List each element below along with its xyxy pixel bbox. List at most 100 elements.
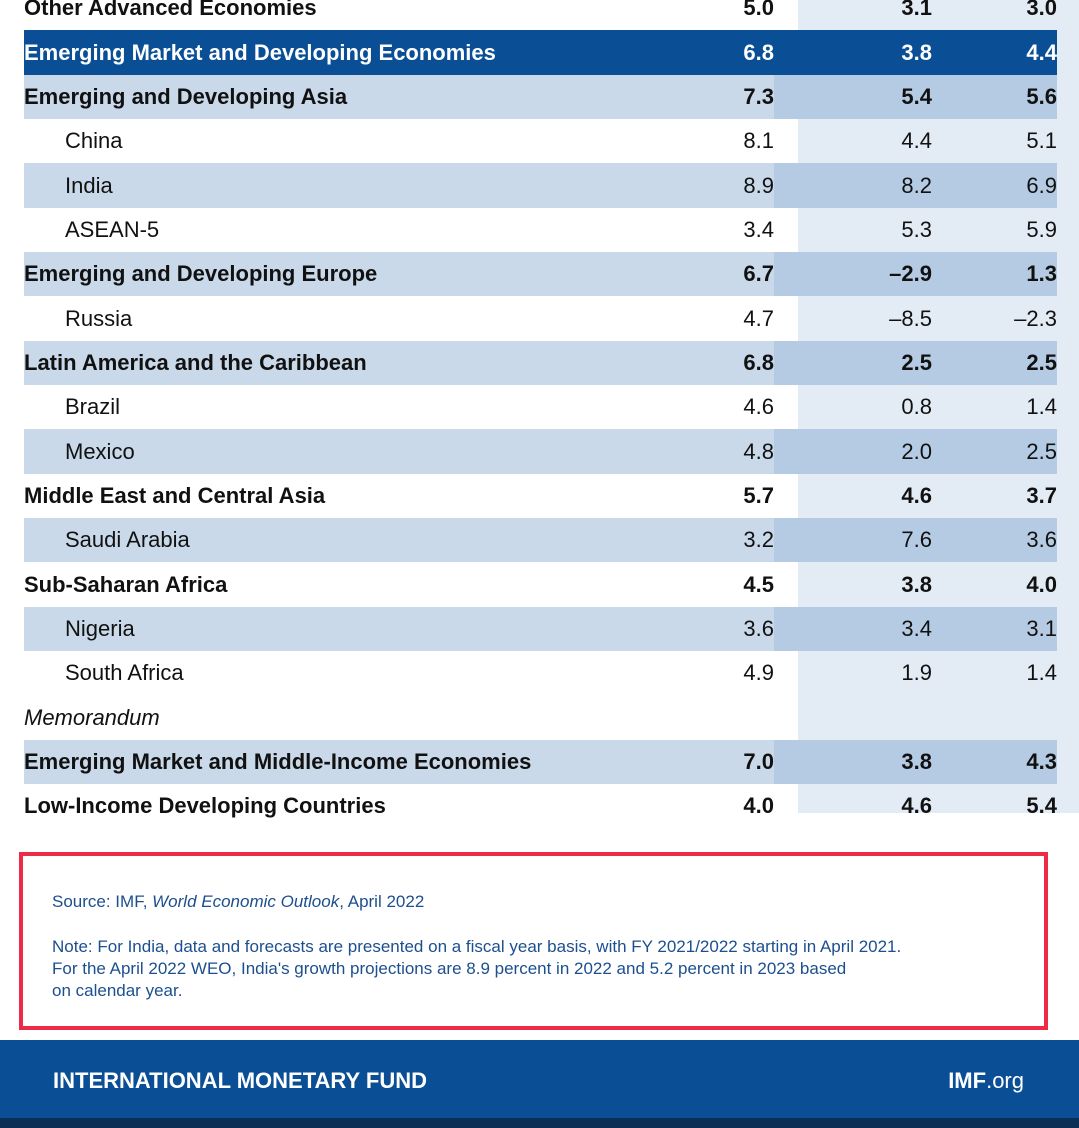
table-row: Emerging Market and Middle-Income Econom… — [24, 739, 1057, 785]
value-cell: 1.4 — [1026, 394, 1057, 420]
row-label: Sub-Saharan Africa — [24, 571, 228, 597]
row-label: Nigeria — [24, 606, 650, 652]
table-row: Middle East and Central Asia 5.7 4.6 3.7 — [24, 474, 1057, 518]
row-label: Emerging and Developing Europe — [24, 252, 650, 297]
value-cell: 3.0 — [1026, 0, 1057, 21]
value-cell: 1.9 — [901, 660, 932, 686]
value-cell: 7.6 — [774, 518, 932, 563]
value-cell: 8.9 — [650, 163, 774, 208]
value-cell: 5.4 — [1026, 793, 1057, 819]
value-cell: 3.1 — [901, 0, 932, 21]
organization-name: INTERNATIONAL MONETARY FUND — [53, 1068, 427, 1093]
row-label: Latin America and the Caribbean — [24, 340, 650, 386]
value-cell: 5.3 — [901, 216, 932, 242]
table-row: Low-Income Developing Countries 4.0 4.6 … — [24, 784, 1057, 828]
row-label: Memorandum — [24, 704, 160, 730]
value-cell: 6.9 — [932, 163, 1057, 208]
value-cell: 2.0 — [774, 429, 932, 474]
value-cell: 5.6 — [932, 74, 1057, 120]
value-cell: 4.0 — [743, 793, 774, 819]
source-line: Source: IMF, World Economic Outlook, Apr… — [52, 892, 424, 912]
forecast-columns-background — [798, 0, 1079, 813]
row-label: Saudi Arabia — [24, 518, 650, 563]
table-row: Emerging and Developing Asia 7.3 5.4 5.6 — [24, 74, 1057, 120]
website-domain-bold: IMF — [948, 1068, 987, 1093]
value-cell: 6.7 — [650, 252, 774, 297]
row-label: Other Advanced Economies — [24, 0, 317, 21]
source-publication-title: World Economic Outlook — [152, 892, 340, 911]
value-cell: 4.6 — [901, 482, 932, 508]
table-row-memorandum: Memorandum — [24, 696, 1057, 740]
value-cell: 3.8 — [901, 571, 932, 597]
row-label: Emerging Market and Middle-Income Econom… — [24, 739, 650, 785]
value-cell: 4.6 — [901, 793, 932, 819]
value-cell: 0.8 — [901, 394, 932, 420]
row-label: Russia — [65, 305, 133, 331]
value-cell — [932, 696, 1057, 740]
value-cell: 5.9 — [1026, 216, 1057, 242]
row-label: Emerging and Developing Asia — [24, 74, 650, 120]
value-cell: 7.0 — [650, 739, 774, 785]
value-cell: 4.4 — [901, 128, 932, 154]
value-cell: 3.6 — [650, 606, 774, 652]
value-cell: 6.8 — [650, 340, 774, 386]
row-label: South Africa — [65, 660, 184, 686]
website-domain-suffix: .org — [986, 1068, 1024, 1093]
table-row: Emerging and Developing Europe 6.7 –2.9 … — [24, 252, 1057, 297]
table-row: Sub-Saharan Africa 4.5 3.8 4.0 — [24, 562, 1057, 606]
value-cell: 5.1 — [1026, 128, 1057, 154]
source-note-box: Source: IMF, World Economic Outlook, Apr… — [19, 852, 1048, 1030]
row-label: Brazil — [65, 394, 121, 420]
table-row: Nigeria 3.6 3.4 3.1 — [24, 606, 1057, 652]
value-cell: –2.3 — [1014, 305, 1057, 331]
footer-bar: INTERNATIONAL MONETARY FUND IMF.org — [0, 1040, 1079, 1118]
value-cell: 8.2 — [774, 163, 932, 208]
source-prefix: Source: IMF, — [52, 892, 153, 911]
table-row: Mexico 4.8 2.0 2.5 — [24, 429, 1057, 474]
value-cell: 1.4 — [1026, 660, 1057, 686]
value-cell: 3.2 — [650, 518, 774, 563]
row-label: Mexico — [24, 429, 650, 474]
value-cell: –2.9 — [774, 252, 932, 297]
value-cell: 2.5 — [774, 340, 932, 386]
value-cell: 3.8 — [774, 30, 932, 75]
website-link[interactable]: IMF.org — [948, 1068, 1024, 1094]
value-cell: 4.5 — [743, 571, 774, 597]
value-cell: 3.4 — [774, 606, 932, 652]
value-cell — [774, 696, 932, 740]
value-cell: 5.4 — [774, 74, 932, 120]
value-cell: 4.3 — [932, 739, 1057, 785]
footer-bottom-strip — [0, 1118, 1079, 1128]
table-row: India 8.9 8.2 6.9 — [24, 163, 1057, 208]
value-cell: 2.5 — [932, 429, 1057, 474]
value-cell: 4.0 — [1026, 571, 1057, 597]
table-row: Saudi Arabia 3.2 7.6 3.6 — [24, 518, 1057, 563]
table-row-highlighted: Emerging Market and Developing Economies… — [24, 30, 1057, 75]
value-cell: 3.7 — [1026, 482, 1057, 508]
value-cell: 4.9 — [743, 660, 774, 686]
row-label: Emerging Market and Developing Economies — [24, 30, 650, 75]
row-label: Middle East and Central Asia — [24, 482, 326, 508]
value-cell: 7.3 — [650, 74, 774, 120]
table-row: Russia 4.7 –8.5 –2.3 — [24, 296, 1057, 340]
table-row: Other Advanced Economies 5.0 3.1 3.0 — [24, 0, 1057, 30]
value-cell: 3.4 — [743, 216, 774, 242]
table-row: Latin America and the Caribbean 6.8 2.5 … — [24, 340, 1057, 386]
value-cell: 3.1 — [932, 606, 1057, 652]
note-text: Note: For India, data and forecasts are … — [52, 936, 1052, 1002]
value-cell: 3.6 — [932, 518, 1057, 563]
row-label: Low-Income Developing Countries — [24, 793, 386, 819]
value-cell: 4.7 — [743, 305, 774, 331]
value-cell: 6.8 — [650, 30, 774, 75]
value-cell: 4.8 — [650, 429, 774, 474]
value-cell: 3.8 — [774, 739, 932, 785]
value-cell: 4.4 — [932, 30, 1057, 75]
growth-table: Other Advanced Economies 5.0 3.1 3.0 Eme… — [24, 0, 1057, 829]
source-suffix: , April 2022 — [339, 892, 425, 911]
value-cell — [650, 696, 774, 740]
row-label: ASEAN-5 — [65, 216, 160, 242]
growth-table-region: Other Advanced Economies 5.0 3.1 3.0 Eme… — [24, 0, 1079, 829]
note-line: on calendar year. — [52, 981, 183, 1000]
value-cell: 2.5 — [932, 340, 1057, 386]
value-cell: 4.6 — [743, 394, 774, 420]
